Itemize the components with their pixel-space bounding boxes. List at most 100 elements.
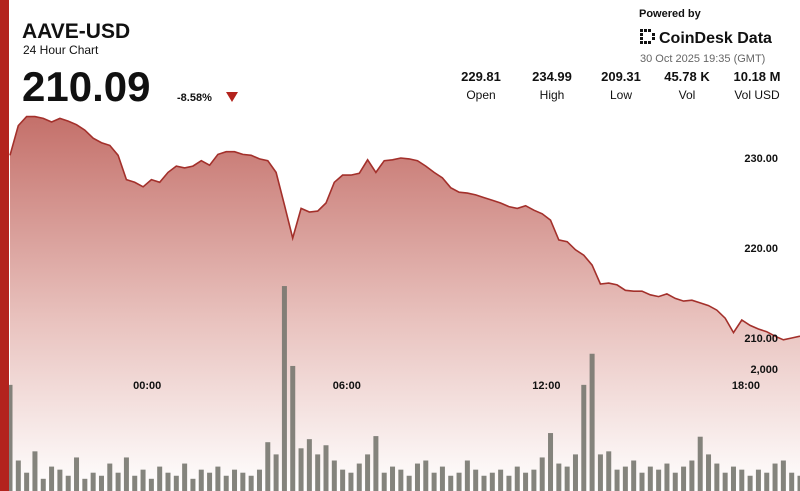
volume-bar [647, 466, 653, 491]
volume-bar [107, 463, 113, 491]
y2-tick-label: 2,000 [750, 364, 778, 376]
volume-bar [572, 454, 578, 491]
accent-stripe [0, 0, 9, 491]
volume-bar [739, 469, 745, 491]
stat-value: 10.18 M [734, 69, 781, 84]
volume-bar [356, 463, 362, 491]
volume-bar [514, 466, 520, 491]
stat-label: Vol USD [734, 88, 780, 102]
volume-bar [730, 466, 736, 491]
volume-bar [722, 472, 728, 491]
volume-bar [714, 463, 720, 491]
brand-icon [640, 29, 655, 44]
volume-bar [614, 469, 620, 491]
volume-bar [173, 475, 179, 491]
volume-bar [639, 472, 645, 491]
volume-bar [481, 475, 487, 491]
volume-bar [281, 286, 287, 491]
volume-bar [539, 457, 545, 491]
volume-bar [49, 466, 55, 491]
volume-bar [498, 469, 504, 491]
volume-bar [789, 472, 795, 491]
volume-bar [589, 353, 595, 491]
volume-bar [747, 475, 753, 491]
volume-bar [223, 475, 229, 491]
volume-bar [24, 472, 30, 491]
x-tick-label: 06:00 [333, 380, 361, 392]
volume-bar [165, 472, 171, 491]
volume-bar [182, 463, 188, 491]
volume-bar [340, 469, 346, 491]
volume-bar [772, 463, 778, 491]
volume-bar [365, 454, 371, 491]
volume-bar [348, 472, 354, 491]
volume-bar [672, 472, 678, 491]
price-change: -8.58% [177, 92, 212, 104]
x-tick-label: 12:00 [532, 380, 560, 392]
volume-bar [664, 463, 670, 491]
volume-bar [797, 475, 800, 491]
volume-bar [548, 433, 554, 491]
volume-bar [157, 466, 163, 491]
volume-bar [506, 475, 512, 491]
stat-label: Open [466, 88, 495, 102]
stat-value: 234.99 [532, 69, 572, 84]
volume-bar [306, 439, 312, 491]
volume-bar [689, 460, 695, 491]
stat-value: 209.31 [601, 69, 641, 84]
volume-bar [381, 472, 387, 491]
volume-bar [32, 451, 38, 491]
volume-bar [414, 463, 420, 491]
stat-label: Vol [679, 88, 696, 102]
y-tick-label: 210.00 [744, 333, 778, 345]
stat-label: High [540, 88, 565, 102]
volume-bar [431, 472, 437, 491]
volume-bar [190, 478, 196, 491]
x-tick-label: 18:00 [732, 380, 760, 392]
volume-bar [148, 478, 154, 491]
volume-bar [656, 469, 662, 491]
volume-bar [439, 466, 445, 491]
y-tick-label: 230.00 [744, 153, 778, 165]
volume-bar [556, 463, 562, 491]
volume-bar [764, 472, 770, 491]
chart-subtitle: 24 Hour Chart [23, 43, 99, 57]
volume-bar [248, 475, 254, 491]
down-arrow [226, 92, 238, 102]
volume-bar [74, 457, 80, 491]
volume-bar [373, 436, 379, 491]
volume-bar [531, 469, 537, 491]
volume-bar [115, 472, 121, 491]
volume-bar [240, 472, 246, 491]
volume-bar [564, 466, 570, 491]
volume-bar [140, 469, 146, 491]
volume-bar [681, 466, 687, 491]
volume-bar [423, 460, 429, 491]
volume-bar [523, 472, 529, 491]
price-line [9, 115, 800, 341]
price-area [10, 116, 800, 491]
volume-bar [57, 469, 63, 491]
current-price: 210.09 [22, 63, 150, 110]
volume-bar [331, 460, 337, 491]
stat-value: 45.78 K [664, 69, 710, 84]
volume-bar [406, 475, 412, 491]
volume-bar [298, 448, 304, 491]
volume-bar [456, 472, 462, 491]
x-tick-label: 00:00 [133, 380, 161, 392]
volume-bar [398, 469, 404, 491]
brand-name: CoinDesk Data [659, 30, 772, 47]
stat-label: Low [610, 88, 632, 102]
volume-bar [448, 475, 454, 491]
volume-bar [256, 469, 262, 491]
volume-bar [123, 457, 129, 491]
volume-bar [40, 478, 46, 491]
volume-bar [622, 466, 628, 491]
volume-bar [581, 384, 587, 491]
volume-bar [265, 442, 271, 491]
chart-title: AAVE-USD [22, 20, 130, 43]
volume-bar [323, 445, 329, 491]
volume-bar [489, 472, 495, 491]
